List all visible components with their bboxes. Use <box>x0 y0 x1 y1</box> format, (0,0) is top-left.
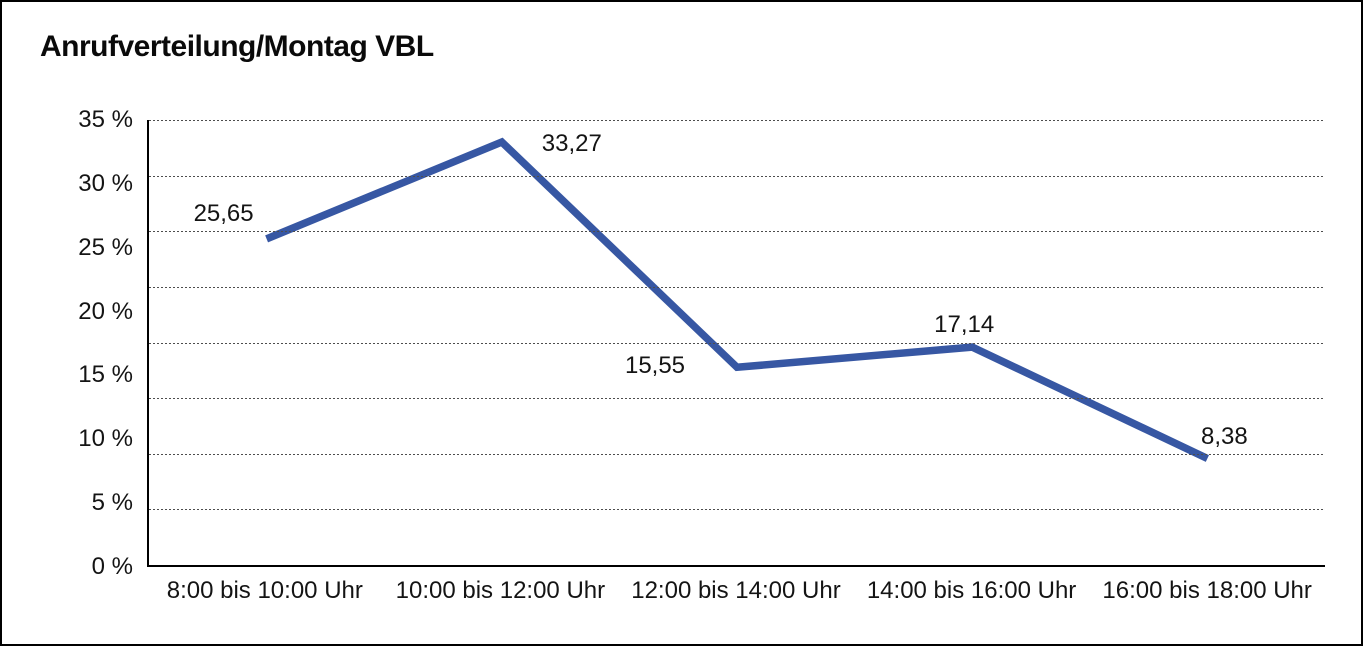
gridline <box>149 231 1325 233</box>
y-tick-label: 35 % <box>78 106 133 133</box>
gridline <box>149 286 1325 288</box>
gridline <box>149 453 1325 455</box>
line-series-svg <box>265 137 1210 462</box>
y-tick-label: 5 % <box>91 489 133 517</box>
chart-title: Anrufverteilung/Montag VBL <box>40 30 434 63</box>
y-tick-label: 25 % <box>78 233 133 261</box>
plot-area: 25,65 33,27 15,55 17,14 8,38 <box>147 120 1325 567</box>
gridline <box>149 398 1325 400</box>
data-line <box>265 137 1210 462</box>
point-value-label: 8,38 <box>1201 423 1248 451</box>
y-tick-label: 30 % <box>78 169 133 197</box>
x-category-label: 14:00 bis 16:00 Uhr <box>866 577 1077 604</box>
x-category-label: 8:00 bis 10:00 Uhr <box>166 577 363 604</box>
point-value-label: 15,55 <box>624 352 686 380</box>
gridline <box>149 120 1325 121</box>
x-category-label: 10:00 bis 12:00 Uhr <box>395 577 606 604</box>
gridline <box>149 342 1325 344</box>
x-category-label: 16:00 bis 18:00 Uhr <box>1102 577 1312 604</box>
point-value-label: 17,14 <box>934 311 995 339</box>
x-axis: 8:00 bis 10:00 Uhr 10:00 bis 12:00 Uhr 12:… <box>147 578 1325 604</box>
y-tick-label: 10 % <box>78 425 133 453</box>
point-value-label: 25,65 <box>193 199 254 227</box>
y-tick-label: 20 % <box>78 297 133 325</box>
y-tick-label: 15 % <box>78 361 133 389</box>
point-value-label: 33,27 <box>541 129 602 157</box>
gridline <box>149 175 1325 177</box>
x-category-label: 12:00 bis 14:00 Uhr <box>631 577 841 604</box>
gridline <box>149 509 1325 511</box>
y-tick-label: 0 % <box>91 553 133 580</box>
y-axis: 35 % 30 % 25 % 20 % 15 % 10 % 5 % 0 % <box>2 107 133 580</box>
